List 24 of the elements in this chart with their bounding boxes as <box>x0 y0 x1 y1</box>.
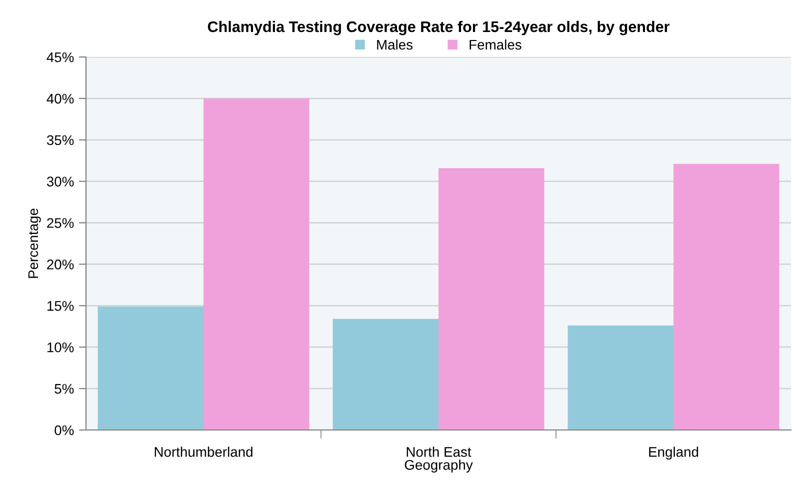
y-tick-label: 20% <box>47 260 74 270</box>
bar <box>568 326 674 430</box>
bar <box>98 306 204 430</box>
bar <box>332 318 438 430</box>
chart-title: Chlamydia Testing Coverage Rate for 15-24year olds, by gender <box>208 20 670 36</box>
x-tick-label: North East <box>406 446 472 457</box>
y-tick-label: 10% <box>47 342 74 352</box>
y-tick-label: 40% <box>46 94 74 104</box>
x-tick-label: Northumberland <box>154 446 252 457</box>
y-tick-label: 25% <box>47 218 74 228</box>
x-axis-title: Geography <box>404 460 473 473</box>
x-tick-label: England <box>649 446 698 460</box>
y-tick-label: 45% <box>46 52 74 62</box>
y-tick-label: 15% <box>47 301 74 311</box>
y-tick-label: 0% <box>54 425 74 436</box>
y-tick-label: 5% <box>54 384 74 394</box>
legend-label: Males <box>377 39 413 50</box>
y-tick-label: 30% <box>46 176 74 187</box>
bar <box>674 164 780 430</box>
bar <box>438 168 544 430</box>
legend-label: Females <box>470 39 522 50</box>
y-axis-title: Percentage <box>28 208 41 278</box>
y-tick-label: 35% <box>46 135 74 146</box>
bar <box>204 98 310 430</box>
